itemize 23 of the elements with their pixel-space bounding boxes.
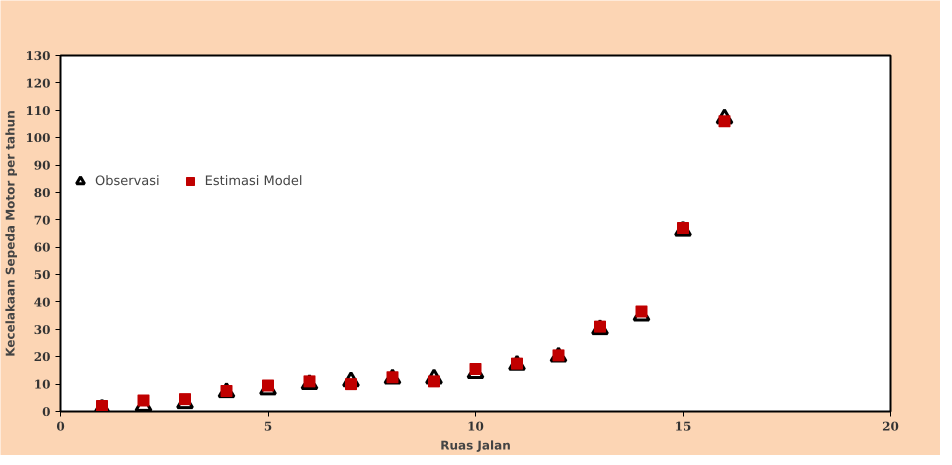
y-axis-title: Kecelakaan Sepeda Motor per tahun xyxy=(3,110,18,357)
y-tick-label: 50 xyxy=(34,268,51,282)
y-tick-label: 120 xyxy=(25,76,51,90)
y-tick-label: 40 xyxy=(34,295,51,310)
x-tick-label: 0 xyxy=(56,420,65,434)
legend-label: Estimasi Model xyxy=(204,174,303,188)
x-tick-label: 5 xyxy=(264,420,272,434)
x-tick-label: 15 xyxy=(674,420,692,434)
y-tick-label: 100 xyxy=(25,131,51,146)
legend-label: Observasi xyxy=(95,174,160,188)
y-tick-label: 70 xyxy=(34,213,51,228)
y-tick-label: 60 xyxy=(34,240,51,255)
y-tick-label: 90 xyxy=(34,158,51,173)
x-axis-title: Ruas Jalan xyxy=(440,438,511,452)
y-tick-label: 130 xyxy=(25,49,51,63)
y-tick-label: 10 xyxy=(34,378,51,392)
y-tick-label: 20 xyxy=(34,350,51,364)
x-tick-label: 10 xyxy=(467,420,484,434)
x-tick-label: 20 xyxy=(882,420,899,434)
y-tick-label: 80 xyxy=(34,186,51,200)
y-tick-label: 0 xyxy=(42,405,51,419)
y-tick-label: 30 xyxy=(34,322,51,337)
y-tick-label: 110 xyxy=(25,104,51,118)
